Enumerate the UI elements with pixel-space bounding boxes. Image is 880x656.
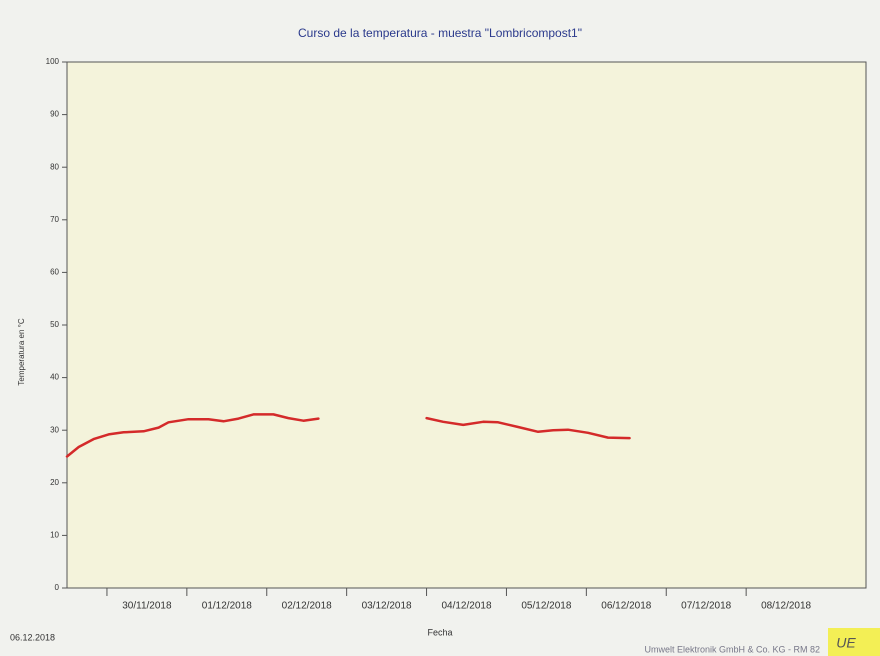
line — [65, 413, 631, 458]
x-tick-label: 06/12/2018 — [601, 601, 651, 612]
x-tick-label: 03/12/2018 — [362, 601, 412, 612]
logo-bg — [828, 628, 880, 656]
x-tick-label: 02/12/2018 — [282, 601, 332, 612]
y-tick-label: 50 — [50, 320, 59, 329]
y-tick-label: 90 — [50, 110, 59, 119]
y-tick-label: 40 — [50, 373, 59, 382]
y-axis-label: Temperatura en °C — [17, 318, 26, 385]
x-tick-label: 30/11/2018 — [122, 601, 172, 612]
y-tick-label: 80 — [50, 162, 59, 171]
x-tick-label: 01/12/2018 — [202, 601, 252, 612]
logo: UE — [836, 635, 856, 651]
y-tick-label: 100 — [46, 57, 60, 66]
x-tick-label: 07/12/2018 — [681, 601, 731, 612]
plot-area — [66, 61, 867, 589]
chart-title: Curso de la temperatura - muestra "Lombr… — [298, 26, 582, 40]
x-tick-label: 08/12/2018 — [761, 601, 811, 612]
y-tick-label: 10 — [50, 531, 59, 540]
y-tick-label: 0 — [55, 583, 60, 592]
y-tick-label: 60 — [50, 268, 59, 277]
y-tick-label: 70 — [50, 215, 59, 224]
x-tick-label: 04/12/2018 — [441, 601, 491, 612]
x-axis-label: Fecha — [427, 627, 452, 637]
company: Umwelt Elektronik GmbH & Co. KG - RM 82 — [644, 644, 820, 654]
y-tick-label: 20 — [50, 478, 59, 487]
x-tick-label: 05/12/2018 — [521, 601, 571, 612]
print-date: 06.12.2018 — [10, 632, 55, 642]
y-tick-label: 30 — [50, 425, 59, 434]
